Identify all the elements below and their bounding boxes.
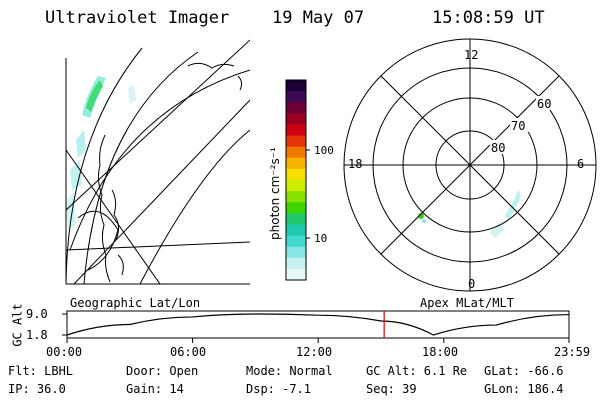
altitude-xtick-3: 18:00 <box>422 345 459 359</box>
altitude-ytick-min: 1.8 <box>26 328 48 342</box>
colorbar-segment <box>286 213 306 225</box>
colorbar-segment <box>286 235 306 248</box>
colorbar-tick-10: 10 <box>314 232 327 245</box>
altitude-xtick-0: 00:00 <box>46 345 83 359</box>
info-ip: IP: 36.0 <box>8 382 66 396</box>
geographic-caption: Geographic Lat/Lon <box>70 296 201 310</box>
polar-lat-70: 70 <box>511 119 526 133</box>
colorbar-frame <box>285 79 307 281</box>
colorbar-segment <box>286 135 306 148</box>
colorbar: 100 10 photon cm⁻²s⁻¹ <box>268 79 334 281</box>
altitude-plot <box>62 310 570 343</box>
altitude-profile-line <box>66 313 570 336</box>
altitude-xtick-1: 06:00 <box>170 345 207 359</box>
polar-label-0: 0 <box>468 277 476 291</box>
altitude-plot-x-ticks <box>66 338 570 343</box>
colorbar-segment <box>286 224 306 237</box>
polar-diagonal-2 <box>380 75 560 255</box>
instrument-title: Ultraviolet Imager <box>45 8 230 28</box>
colorbar-segment <box>286 146 306 159</box>
info-glon: GLon: 186.4 <box>484 382 564 396</box>
colorbar-segment <box>286 202 306 214</box>
apex-caption: Apex MLat/MLT <box>420 296 514 310</box>
aurora-emission <box>66 76 136 230</box>
info-seq: Seq: 39 <box>366 382 417 396</box>
colorbar-segment <box>286 80 306 92</box>
altitude-ylabel: GC Alt <box>10 303 25 347</box>
polar-emission <box>418 190 521 238</box>
colorbar-segment <box>286 257 306 270</box>
time-label: 15:08:59 UT <box>432 8 545 28</box>
colorbar-segment <box>286 157 306 170</box>
coastlines <box>97 62 243 283</box>
info-mode: Mode: Normal <box>246 364 333 378</box>
altitude-ytick-max: 9.0 <box>26 307 48 321</box>
date-label: 19 May 07 <box>272 8 365 28</box>
info-dsp: Dsp: -7.1 <box>246 382 312 396</box>
colorbar-segment <box>286 191 306 203</box>
colorbar-segment <box>286 180 306 192</box>
polar-label-18: 18 <box>348 157 363 171</box>
colorbar-tick-100: 100 <box>314 144 334 157</box>
polar-lat-60: 60 <box>537 97 552 111</box>
info-flt: Flt: LBHL <box>8 364 74 378</box>
polar-plot <box>343 38 597 292</box>
info-door: Door: Open <box>126 364 199 378</box>
colorbar-segment <box>286 268 306 281</box>
colorbar-segment <box>286 246 306 259</box>
polar-label-12: 12 <box>464 48 479 62</box>
colorbar-unit-label: photon cm⁻²s⁻¹ <box>268 147 282 240</box>
altitude-xtick-4: 23:59 <box>554 345 591 359</box>
colorbar-scale <box>286 80 306 281</box>
info-gain: Gain: 14 <box>126 382 184 396</box>
polar-lat-80: 80 <box>491 141 506 155</box>
geographic-map <box>65 39 250 284</box>
info-gc-alt: GC Alt: 6.1 Re <box>366 364 468 378</box>
colorbar-segment <box>286 113 306 125</box>
polar-label-6: 6 <box>577 157 585 171</box>
altitude-xtick-2: 12:00 <box>296 345 333 359</box>
colorbar-segment <box>286 124 306 137</box>
colorbar-segment <box>286 91 306 103</box>
colorbar-segment <box>286 168 306 181</box>
lat-lon-grid <box>65 39 250 284</box>
info-glat: GLat: -66.6 <box>484 364 564 378</box>
colorbar-segment <box>286 102 306 114</box>
